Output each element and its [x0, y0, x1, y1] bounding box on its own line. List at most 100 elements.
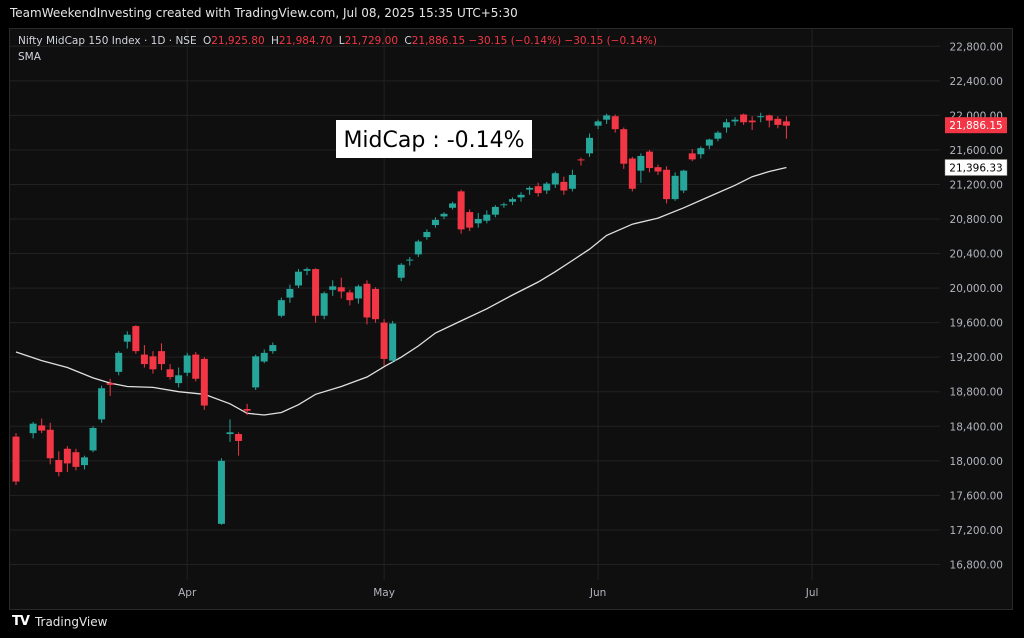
candle[interactable] — [303, 267, 311, 276]
candle[interactable] — [620, 127, 628, 169]
candle[interactable] — [586, 133, 594, 157]
candle[interactable] — [346, 289, 354, 306]
candle[interactable] — [406, 257, 414, 266]
candle[interactable] — [663, 166, 671, 204]
candle[interactable] — [654, 164, 662, 175]
candle[interactable] — [192, 352, 200, 382]
candle[interactable] — [12, 433, 20, 485]
sma-line[interactable] — [15, 166, 787, 416]
candle[interactable] — [80, 455, 88, 470]
candle[interactable] — [457, 189, 465, 234]
candle[interactable] — [183, 352, 191, 377]
candle-body — [372, 288, 380, 320]
candle[interactable] — [397, 263, 405, 282]
candle[interactable] — [166, 364, 174, 380]
candle[interactable] — [312, 268, 320, 323]
candle[interactable] — [611, 114, 619, 133]
sma-indicator-label[interactable]: SMA — [18, 51, 41, 63]
candle-body — [29, 423, 37, 434]
candle[interactable] — [414, 239, 422, 257]
candle[interactable] — [354, 284, 362, 304]
candle[interactable] — [526, 186, 534, 195]
candle[interactable] — [474, 212, 482, 228]
candle[interactable] — [252, 354, 260, 390]
candle[interactable] — [534, 182, 542, 197]
candle[interactable] — [363, 280, 371, 325]
candle[interactable] — [431, 217, 439, 228]
candle[interactable] — [337, 277, 345, 299]
candle[interactable] — [123, 331, 131, 349]
candle[interactable] — [757, 112, 765, 123]
candle[interactable] — [217, 458, 225, 525]
candle[interactable] — [158, 343, 166, 371]
candle[interactable] — [714, 130, 722, 142]
candle[interactable] — [560, 176, 568, 195]
candle[interactable] — [46, 422, 54, 465]
candle[interactable] — [508, 197, 516, 206]
candle[interactable] — [551, 171, 559, 188]
candle[interactable] — [722, 118, 730, 133]
candle[interactable] — [329, 280, 337, 296]
candle[interactable] — [765, 114, 773, 128]
candle[interactable] — [260, 349, 268, 364]
candle[interactable] — [594, 119, 602, 130]
candle[interactable] — [680, 169, 688, 194]
candle[interactable] — [140, 345, 148, 368]
candle[interactable] — [782, 116, 790, 139]
candle[interactable] — [517, 192, 525, 202]
candle[interactable] — [380, 319, 388, 366]
candle[interactable] — [115, 351, 123, 376]
candle[interactable] — [731, 117, 739, 126]
candle[interactable] — [294, 269, 302, 289]
candle[interactable] — [149, 351, 157, 374]
candle-body — [423, 231, 431, 238]
candle[interactable] — [372, 287, 380, 323]
candle[interactable] — [132, 325, 140, 354]
candle[interactable] — [645, 149, 653, 173]
candle[interactable] — [286, 284, 294, 303]
candle[interactable] — [577, 157, 585, 166]
candle[interactable] — [320, 291, 328, 320]
candle[interactable] — [29, 421, 37, 439]
candle[interactable] — [628, 156, 636, 192]
candle[interactable] — [63, 446, 71, 473]
candle[interactable] — [38, 418, 46, 434]
candle[interactable] — [449, 201, 457, 210]
candle-body — [346, 292, 354, 301]
candle[interactable] — [637, 153, 645, 183]
candle[interactable] — [106, 378, 114, 397]
candle[interactable] — [389, 320, 397, 364]
candle[interactable] — [748, 116, 756, 131]
candle[interactable] — [243, 403, 251, 416]
candle[interactable] — [55, 451, 63, 477]
candle[interactable] — [175, 367, 183, 388]
y-tick-label: 20,400.00 — [950, 249, 1003, 261]
candle[interactable] — [603, 113, 611, 124]
candle[interactable] — [483, 210, 491, 224]
candle[interactable] — [423, 229, 431, 240]
candle[interactable] — [466, 209, 474, 232]
candle[interactable] — [671, 172, 679, 201]
candle[interactable] — [226, 419, 234, 442]
candle[interactable] — [688, 149, 696, 162]
candle[interactable] — [740, 113, 748, 125]
candle[interactable] — [697, 146, 705, 159]
candle[interactable] — [491, 205, 499, 218]
candle[interactable] — [277, 297, 285, 318]
candle[interactable] — [500, 202, 508, 208]
legend-symbol[interactable]: Nifty MidCap 150 Index · 1D · NSE — [18, 35, 197, 47]
candle[interactable] — [98, 385, 106, 423]
y-tick-label: 18,800.00 — [950, 387, 1003, 399]
chart-panel[interactable] — [9, 28, 1013, 610]
candle[interactable] — [269, 342, 277, 354]
candle[interactable] — [705, 138, 713, 150]
candle[interactable] — [235, 432, 243, 456]
candle[interactable] — [89, 426, 97, 453]
candle[interactable] — [440, 212, 448, 219]
candle[interactable] — [774, 116, 782, 129]
candle[interactable] — [200, 357, 208, 410]
candle[interactable] — [543, 181, 551, 194]
candle[interactable] — [568, 169, 576, 192]
candle[interactable] — [72, 448, 80, 471]
